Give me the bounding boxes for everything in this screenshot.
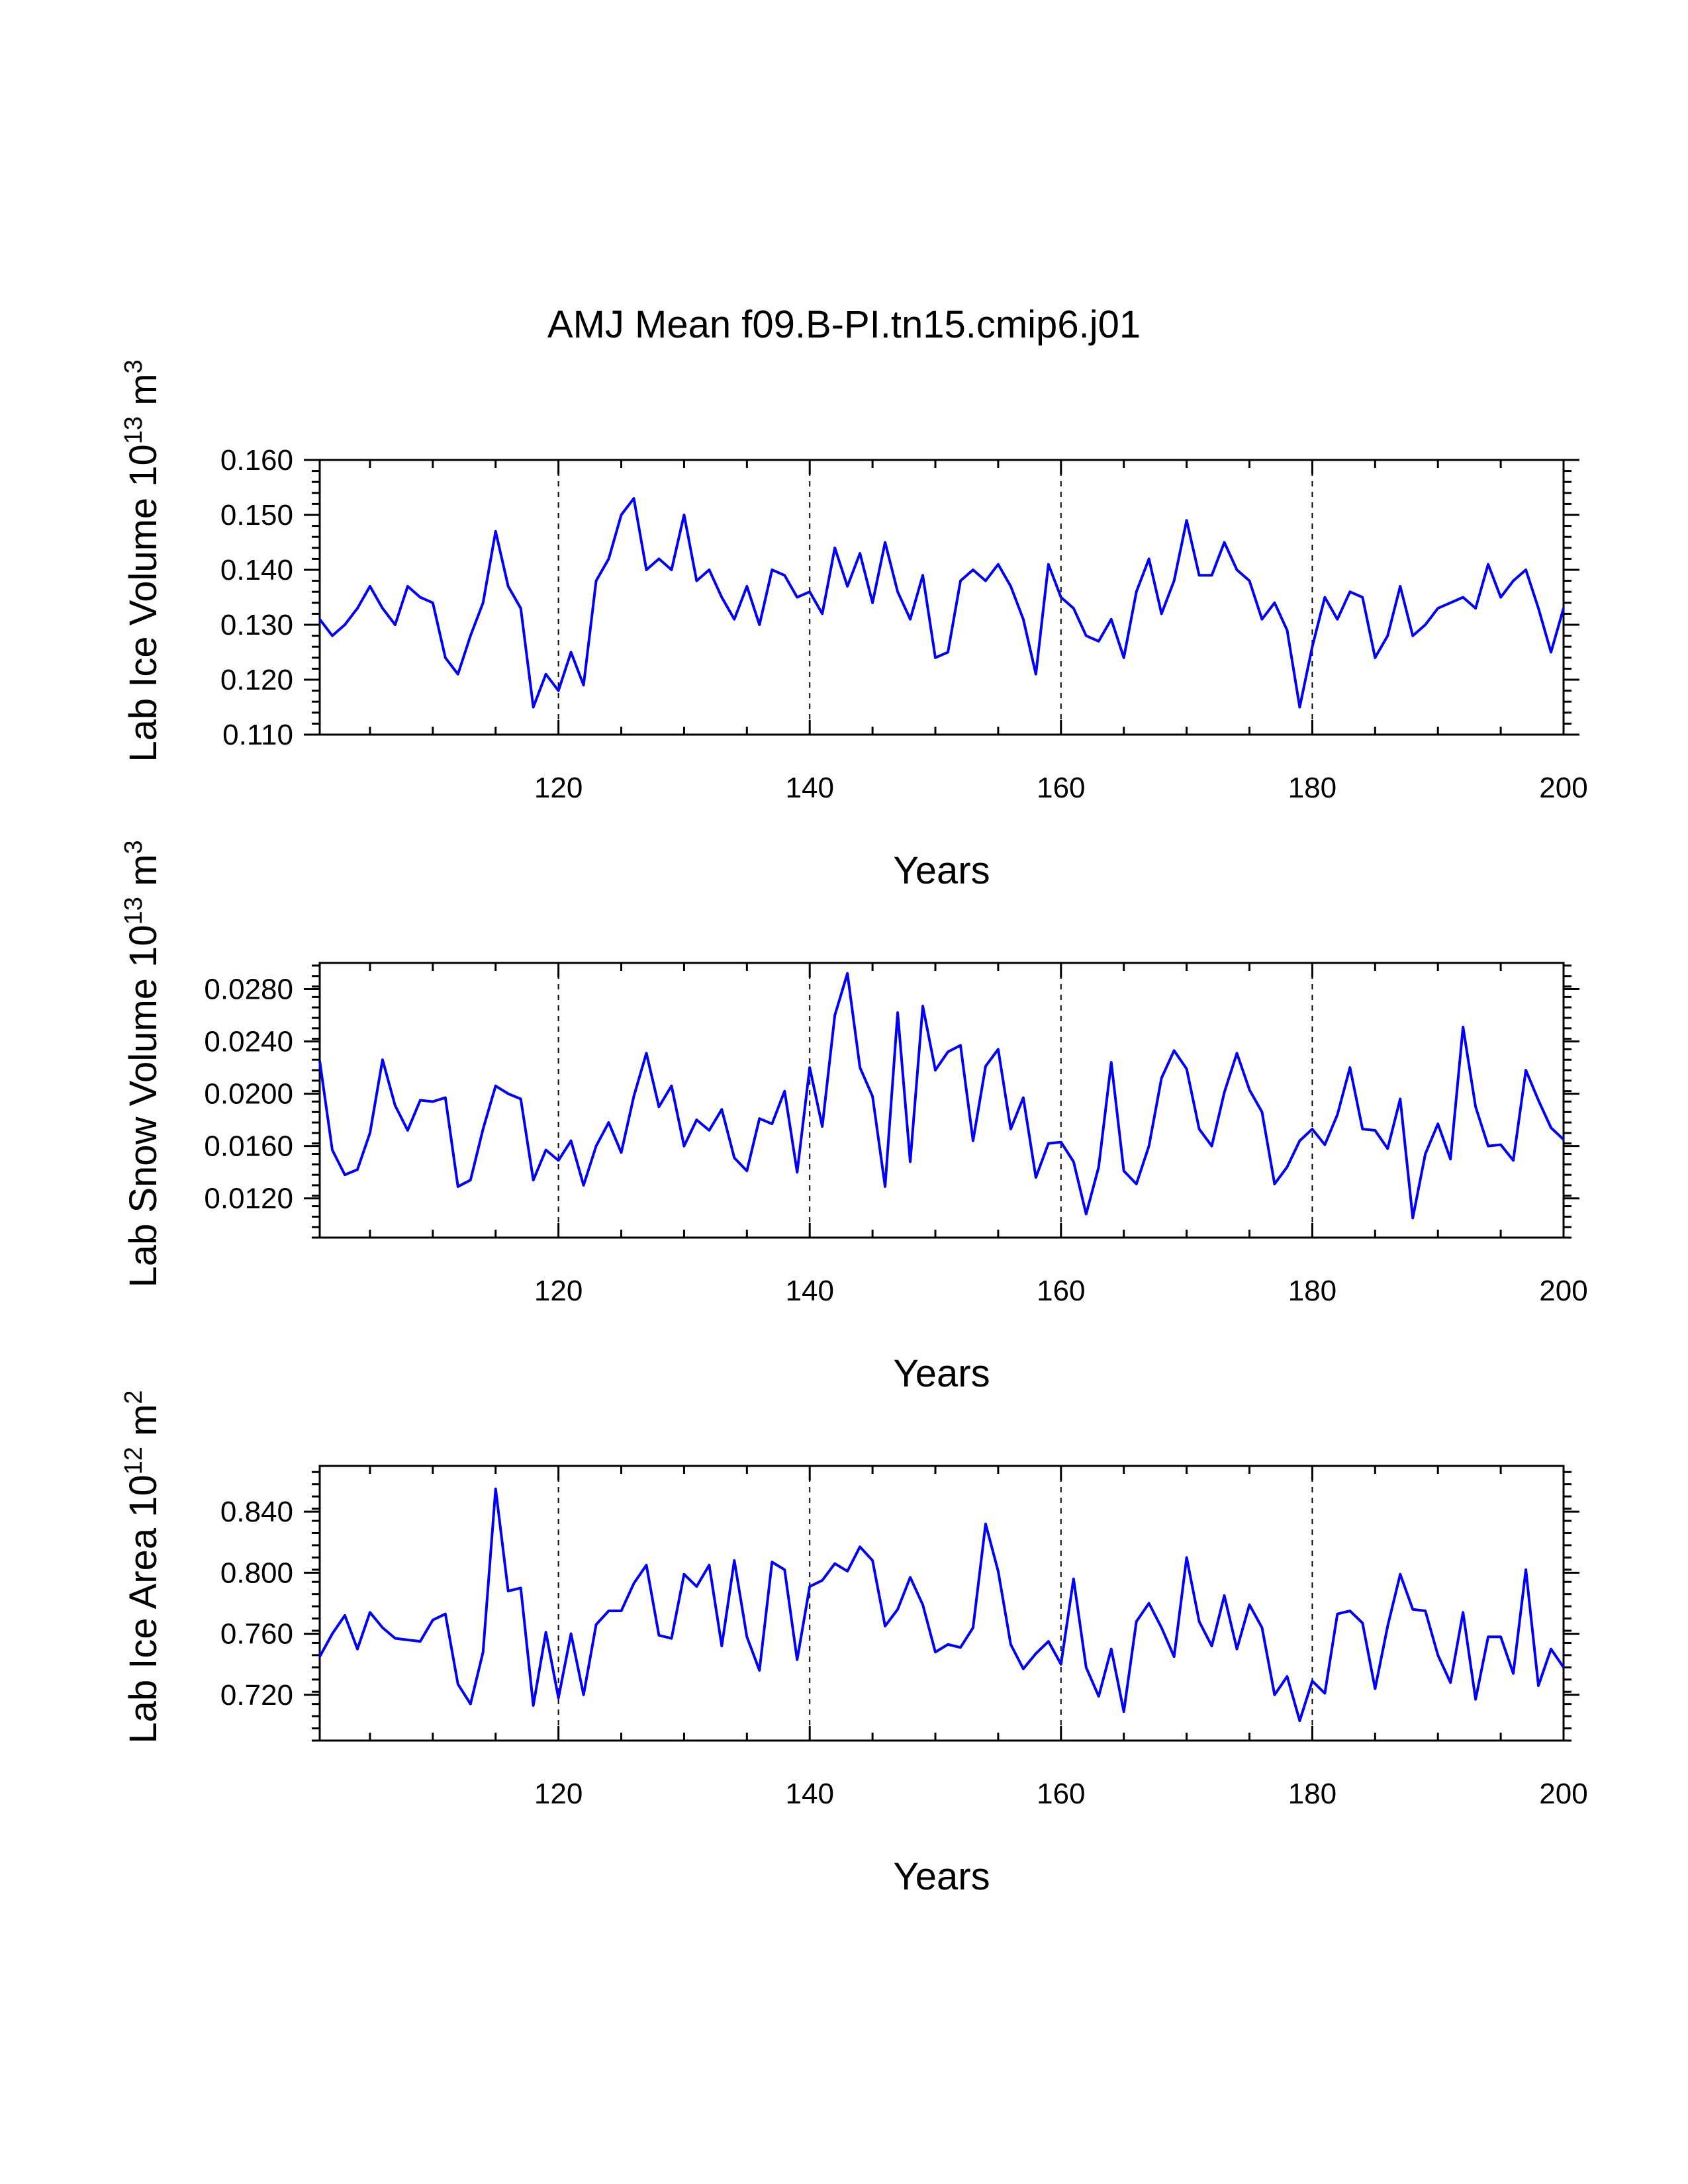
y-tick-label: 0.120 <box>220 664 293 696</box>
plot-frame <box>318 459 1565 736</box>
x-tick-label: 200 <box>1539 1778 1587 1810</box>
y-tick-label: 0.720 <box>220 1679 293 1711</box>
y-axis-title-part: m <box>122 854 165 897</box>
x-axis-title: Years <box>893 1855 990 1898</box>
y-tick-label: 0.760 <box>220 1618 293 1651</box>
y-tick-label: 0.0200 <box>204 1078 293 1111</box>
x-tick-label: 120 <box>534 1275 583 1307</box>
panels: 120 140 160 180 200 0.110 0.120 0.130 0.140 0.150… <box>120 359 1588 1898</box>
figure-title: AMJ Mean f09.B-PI.tn15.cmip6.j01 <box>547 303 1141 346</box>
y-tick-label: 0.110 <box>222 719 293 751</box>
y-axis-title-part: m <box>122 1404 165 1447</box>
y-axis-title-part: 2 <box>120 1390 148 1404</box>
y-axis-title-part: 3 <box>120 359 148 373</box>
plot-frame <box>318 962 1565 1239</box>
y-tick-label: 0.140 <box>220 554 293 586</box>
series-line <box>318 497 1565 709</box>
y-axis-title: Lab Snow Volume 1013 m3 <box>120 840 165 1287</box>
x-tick-label: 160 <box>1037 1778 1085 1810</box>
y-axis-title-part: 12 <box>120 1447 148 1475</box>
x-tick-label: 180 <box>1288 1778 1336 1810</box>
x-tick-label: 160 <box>1037 1275 1085 1307</box>
panel-2: 120 140 160 180 200 0.0120 0.0160 0.0200 0.0240 0… <box>120 840 1588 1395</box>
y-axis-title-part: Lab Snow Volume 10 <box>122 925 165 1287</box>
x-tick-label: 120 <box>534 772 583 804</box>
y-tick-label: 0.840 <box>220 1496 293 1528</box>
y-tick-label: 0.800 <box>220 1557 293 1589</box>
x-tick-label: 200 <box>1539 772 1587 804</box>
y-axis-title-part: 13 <box>120 897 148 925</box>
x-tick-label: 160 <box>1037 772 1085 804</box>
x-tick-label: 140 <box>786 1778 834 1810</box>
y-tick-label: 0.0120 <box>204 1183 293 1215</box>
panel-1: 120 140 160 180 200 0.110 0.120 0.130 0.140 0.150… <box>120 359 1588 892</box>
x-axis-title: Years <box>893 849 990 892</box>
y-tick-label: 0.0280 <box>204 974 293 1006</box>
x-tick-label: 120 <box>534 1778 583 1810</box>
y-tick-label: 0.0160 <box>204 1130 293 1163</box>
y-axis-title-part: Lab Ice Volume 10 <box>122 444 165 762</box>
x-tick-label: 140 <box>786 1275 834 1307</box>
x-tick-label: 180 <box>1288 772 1336 804</box>
y-axis-title-part: Lab Ice Area 10 <box>122 1475 165 1743</box>
series-line <box>318 1487 1565 1723</box>
y-axis-title: Lab Ice Volume 1013 m3 <box>120 359 165 762</box>
y-axis-title-part: m <box>122 373 165 416</box>
x-tick-label: 180 <box>1288 1275 1336 1307</box>
y-axis-title-part: 3 <box>120 840 148 854</box>
y-axis-title-part: 13 <box>120 416 148 444</box>
series-line <box>318 972 1565 1220</box>
y-tick-label: 0.0240 <box>204 1026 293 1058</box>
panel-3: 120 140 160 180 200 0.720 0.760 0.800 0.840 Years… <box>120 1390 1588 1898</box>
y-tick-label: 0.130 <box>220 609 293 641</box>
plot-frame <box>318 1465 1565 1742</box>
x-tick-label: 200 <box>1539 1275 1587 1307</box>
y-tick-label: 0.150 <box>220 499 293 531</box>
x-tick-label: 140 <box>786 772 834 804</box>
x-axis-title: Years <box>893 1352 990 1395</box>
y-tick-label: 0.160 <box>220 444 293 477</box>
y-axis-title: Lab Ice Area 1012 m2 <box>120 1390 165 1743</box>
